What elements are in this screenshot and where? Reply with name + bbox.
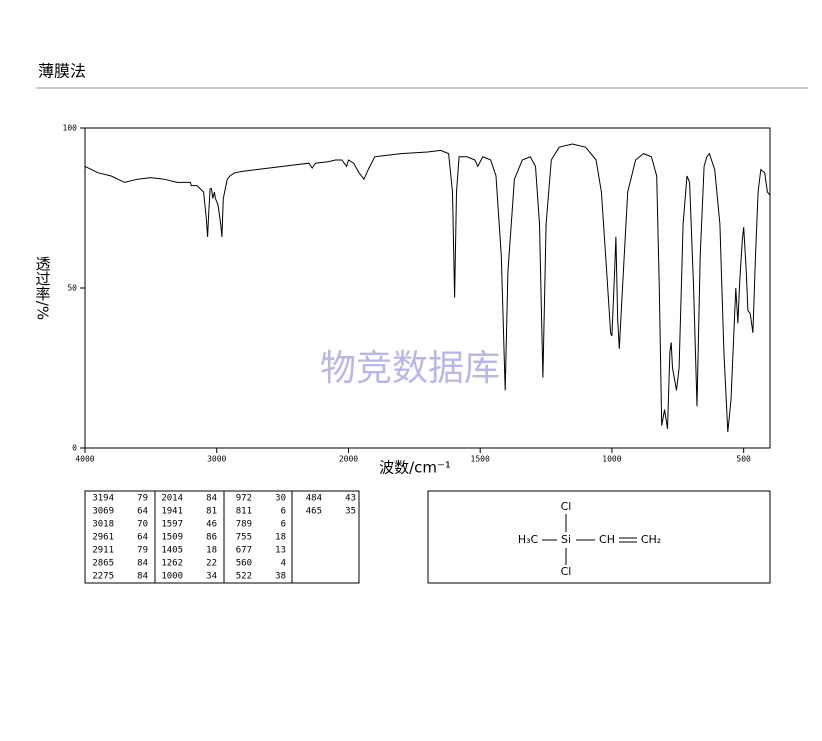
peak-wavenumber: 2014	[161, 494, 183, 504]
peak-transmittance: 43	[345, 494, 356, 504]
peak-wavenumber: 3069	[92, 507, 114, 517]
peak-transmittance: 79	[137, 546, 148, 556]
y-tick-label: 50	[67, 284, 77, 293]
peak-wavenumber: 677	[236, 546, 252, 556]
peak-wavenumber: 522	[236, 572, 252, 582]
watermark: 物竞数据库	[320, 348, 500, 389]
peak-transmittance: 84	[137, 559, 148, 569]
peak-wavenumber: 1262	[161, 559, 183, 569]
peak-wavenumber: 2961	[92, 533, 114, 543]
y-axis-label: 透过率/%	[34, 256, 52, 320]
peak-wavenumber: 1000	[161, 572, 183, 582]
peak-wavenumber: 789	[236, 520, 252, 530]
peak-transmittance: 18	[206, 546, 217, 556]
spectrum-line	[84, 143, 771, 433]
peak-transmittance: 64	[137, 507, 148, 517]
peak-transmittance: 84	[137, 572, 148, 582]
x-tick-label: 500	[736, 455, 751, 464]
peak-transmittance: 6	[281, 520, 286, 530]
atom-label: Si	[561, 533, 571, 546]
peak-transmittance: 38	[275, 572, 286, 582]
peak-transmittance: 84	[206, 494, 217, 504]
x-tick-label: 4000	[75, 455, 94, 464]
peak-transmittance: 79	[137, 494, 148, 504]
peak-wavenumber: 484	[306, 494, 322, 504]
x-tick-label: 1500	[471, 455, 490, 464]
peak-transmittance: 46	[206, 520, 217, 530]
peak-transmittance: 81	[206, 507, 217, 517]
peak-wavenumber: 2865	[92, 559, 114, 569]
peak-wavenumber: 3194	[92, 494, 114, 504]
y-tick-label: 0	[72, 444, 77, 453]
table-frame	[84, 490, 360, 584]
peak-transmittance: 6	[281, 507, 286, 517]
peak-transmittance: 13	[275, 546, 286, 556]
structure: Cl Cl H₃C Si CH CH₂	[427, 490, 771, 584]
x-tick-label: 2000	[339, 455, 358, 464]
peak-transmittance: 22	[206, 559, 217, 569]
peak-wavenumber: 465	[306, 507, 322, 517]
peak-transmittance: 4	[281, 559, 286, 569]
atom-label: Cl	[561, 565, 572, 578]
x-tick-label: 3000	[207, 455, 226, 464]
peak-wavenumber: 1509	[161, 533, 183, 543]
atom-label: H₃C	[518, 533, 539, 546]
plot-frame	[84, 127, 771, 449]
peak-wavenumber: 3018	[92, 520, 114, 530]
y-tick-label: 100	[63, 124, 78, 133]
peak-transmittance: 18	[275, 533, 286, 543]
peak-transmittance: 30	[275, 494, 286, 504]
atom-label: CH₂	[641, 533, 661, 546]
peak-transmittance: 34	[206, 572, 217, 582]
peak-wavenumber: 2275	[92, 572, 114, 582]
peak-transmittance: 86	[206, 533, 217, 543]
atom-label: Cl	[561, 500, 572, 513]
x-tick-label: 1000	[602, 455, 621, 464]
title: 薄膜法	[38, 62, 86, 81]
peak-wavenumber: 811	[236, 507, 252, 517]
peak-wavenumber: 1405	[161, 546, 183, 556]
peak-transmittance: 64	[137, 533, 148, 543]
peak-wavenumber: 560	[236, 559, 252, 569]
atom-label: CH	[599, 533, 615, 546]
peak-wavenumber: 972	[236, 494, 252, 504]
peak-transmittance: 35	[345, 507, 356, 517]
peak-wavenumber: 755	[236, 533, 252, 543]
peak-wavenumber: 2911	[92, 546, 114, 556]
peak-transmittance: 70	[137, 520, 148, 530]
peak-wavenumber: 1941	[161, 507, 183, 517]
structure-frame	[427, 490, 771, 584]
x-axis-label: 波数/cm⁻¹	[379, 459, 451, 477]
peak-wavenumber: 1597	[161, 520, 183, 530]
